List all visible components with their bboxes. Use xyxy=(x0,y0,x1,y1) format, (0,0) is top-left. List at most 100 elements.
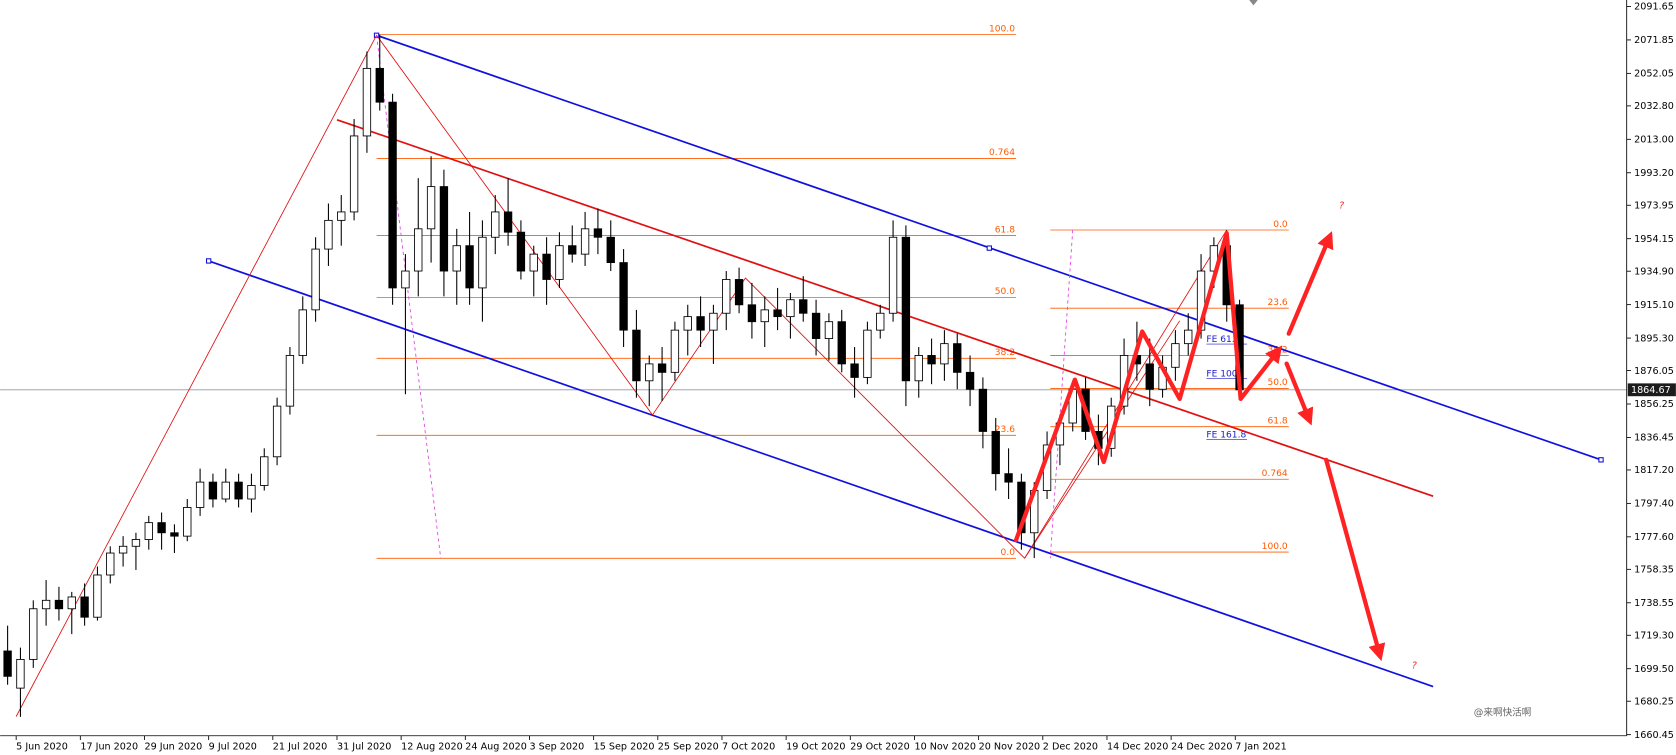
candle-body xyxy=(799,299,808,314)
x-tick-label: 29 Oct 2020 xyxy=(850,742,909,753)
candle-body xyxy=(41,599,51,610)
fib-label: 0.0 xyxy=(1273,220,1288,230)
y-tick-label: 1699.50 xyxy=(1634,664,1674,675)
candle-body xyxy=(80,596,89,618)
x-tick-label: 5 Jun 2020 xyxy=(16,742,68,753)
question-mark: ? xyxy=(1412,660,1417,671)
fib-label: 0.0 xyxy=(1001,548,1016,558)
candle-body xyxy=(221,481,230,500)
candle-body xyxy=(118,545,128,554)
candle-body xyxy=(619,262,628,331)
candle-body xyxy=(503,211,513,233)
channel-lower xyxy=(208,260,1434,688)
hand-drawn xyxy=(1013,230,1386,662)
candle-body xyxy=(1004,473,1013,483)
candle-body xyxy=(375,67,384,103)
y-tick-label: 1993.20 xyxy=(1634,168,1674,179)
candle-body xyxy=(388,101,397,289)
candle-body xyxy=(93,574,102,618)
handle xyxy=(1598,457,1604,463)
fib-label: 50.0 xyxy=(995,287,1015,297)
candle-body xyxy=(542,253,551,280)
candle-body xyxy=(67,596,76,610)
watermark: @来啊快活啊 xyxy=(1474,706,1532,718)
candle-body xyxy=(349,135,359,213)
candle-body xyxy=(29,608,38,660)
y-tick-label: 2071.85 xyxy=(1634,35,1674,46)
candle-body xyxy=(516,231,526,272)
candle-body xyxy=(824,321,834,340)
candle-body xyxy=(837,321,846,365)
candle-body xyxy=(131,539,141,547)
x-tick-label: 17 Jun 2020 xyxy=(80,742,138,753)
candle-body xyxy=(580,228,590,255)
candle-body xyxy=(773,309,782,318)
current-price-label: 1864.67 xyxy=(1631,385,1671,396)
y-tick-label: 1934.90 xyxy=(1634,266,1674,277)
x-tick-label: 20 Nov 2020 xyxy=(979,742,1041,753)
x-tick-label: 24 Dec 2020 xyxy=(1171,742,1232,753)
candle-body xyxy=(195,481,205,508)
y-tick-label: 2032.80 xyxy=(1634,101,1674,112)
candle-body xyxy=(183,507,192,537)
candle-body xyxy=(722,279,731,314)
fib-label: 23.6 xyxy=(1267,298,1287,308)
candle-body xyxy=(645,363,654,382)
y-tick-label: 1660.45 xyxy=(1634,730,1674,741)
y-tick-label: 2013.00 xyxy=(1634,135,1674,146)
fib-label: 38.2 xyxy=(995,348,1015,358)
y-tick-label: 1895.30 xyxy=(1634,333,1674,344)
fib-layer: 100.00.76461.850.038.223.60.00.023.638.2… xyxy=(0,24,1627,559)
candle-body xyxy=(953,343,962,373)
candle-body xyxy=(606,236,615,264)
x-tick-label: 29 Jun 2020 xyxy=(144,742,202,753)
candle-body xyxy=(876,312,885,331)
x-tick-label: 2 Dec 2020 xyxy=(1043,742,1098,753)
handle xyxy=(986,245,992,251)
candle-body xyxy=(1184,329,1193,345)
down-arrow xyxy=(1284,361,1314,426)
fib-label: 61.8 xyxy=(1267,417,1287,427)
fib-time-line xyxy=(376,35,442,559)
y-tick-label: 1973.95 xyxy=(1634,200,1674,211)
y-tick-label: 1876.05 xyxy=(1634,366,1674,377)
candle-body xyxy=(439,186,449,272)
y-tick-label: 1719.30 xyxy=(1634,630,1674,641)
question-mark: ? xyxy=(1339,201,1344,212)
fe-label: FE 100 xyxy=(1206,370,1237,380)
y-tick-label: 1817.20 xyxy=(1634,465,1674,476)
x-tick-label: 24 Aug 2020 xyxy=(465,742,527,753)
y-tick-label: 2091.65 xyxy=(1634,2,1674,13)
fe-label: FE 61.8 xyxy=(1206,335,1240,345)
price-axis-bg xyxy=(1626,0,1676,755)
fib-label: 100.0 xyxy=(1262,542,1288,552)
candle-body xyxy=(1017,481,1026,534)
candle-body xyxy=(465,245,474,289)
fib-label: 23.6 xyxy=(995,425,1015,435)
candle-body xyxy=(709,312,718,331)
handle xyxy=(205,258,212,264)
candles xyxy=(3,34,1244,717)
candle-body xyxy=(106,552,115,576)
candle-body xyxy=(324,219,333,250)
candle-body xyxy=(3,650,12,677)
x-tick-label: 12 Aug 2020 xyxy=(401,742,463,753)
candle-body xyxy=(760,309,769,323)
y-tick-label: 1915.10 xyxy=(1634,300,1674,311)
y-tick-label: 1797.40 xyxy=(1634,499,1674,510)
y-tick-label: 1836.45 xyxy=(1634,433,1674,444)
candle-body xyxy=(272,405,282,458)
fib-label: 50.0 xyxy=(1267,378,1287,388)
candle-body xyxy=(452,245,461,272)
candle-body xyxy=(157,522,166,534)
current-price-box xyxy=(1627,383,1676,397)
candle-body xyxy=(978,388,988,432)
candle-body xyxy=(657,363,667,373)
candle-body xyxy=(811,312,821,340)
candle-body xyxy=(337,211,346,221)
x-tick-label: 31 Jul 2020 xyxy=(337,742,391,753)
